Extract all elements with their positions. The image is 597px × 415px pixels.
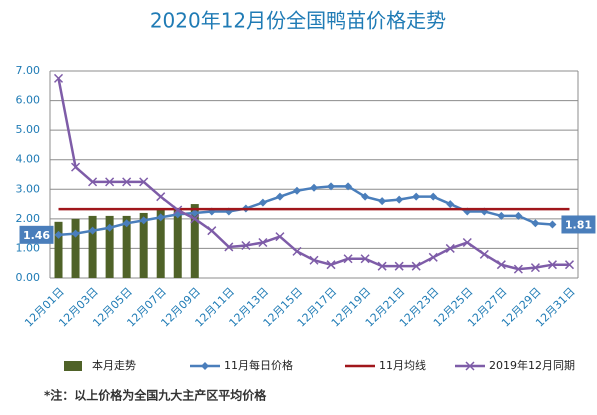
- marker: [530, 263, 540, 273]
- legend-swatch: [64, 361, 82, 371]
- marker: [326, 260, 336, 270]
- marker: [190, 214, 200, 224]
- marker: [88, 226, 97, 235]
- marker: [310, 183, 318, 192]
- marker: [309, 255, 319, 265]
- marker: [54, 230, 63, 239]
- marker: [361, 192, 370, 201]
- bar: [190, 204, 199, 278]
- marker: [53, 73, 64, 83]
- y-tick-label: 5.00: [16, 123, 41, 136]
- bar: [88, 215, 97, 278]
- y-tick-label: 4.00: [16, 153, 41, 166]
- marker: [207, 226, 217, 236]
- marker: [156, 192, 166, 202]
- bar: [173, 208, 182, 278]
- marker: [497, 211, 506, 220]
- marker: [462, 237, 472, 248]
- marker: [173, 205, 183, 215]
- marker: [479, 249, 489, 259]
- bar: [71, 218, 80, 278]
- marker: [514, 211, 523, 220]
- marker: [292, 246, 302, 256]
- marker: [88, 177, 98, 187]
- marker: [201, 362, 209, 370]
- marker: [513, 264, 523, 274]
- value-label-box: [561, 215, 596, 234]
- legend-label: 11月均线: [379, 358, 426, 372]
- chart-title: 2020年12月份全国鸭苗价格走势: [150, 9, 446, 33]
- marker: [496, 260, 506, 270]
- marker: [71, 229, 80, 238]
- y-tick-label: 2.00: [16, 212, 41, 225]
- legend-label: 11月每日价格: [224, 358, 293, 372]
- value-label: 1.81: [565, 218, 592, 231]
- y-tick-label: 3.00: [16, 182, 41, 195]
- legend-label: 2019年12月同期: [489, 358, 575, 372]
- bar: [105, 215, 114, 278]
- marker: [548, 220, 557, 229]
- marker: [241, 240, 251, 251]
- marker: [360, 254, 370, 264]
- legend-label: 本月走势: [92, 358, 136, 372]
- bar: [139, 212, 148, 278]
- marker: [139, 177, 149, 187]
- marker: [105, 177, 115, 187]
- marker: [292, 186, 301, 195]
- marker: [156, 213, 165, 222]
- bar: [54, 221, 63, 278]
- marker: [378, 197, 387, 206]
- marker: [564, 260, 575, 270]
- marker: [327, 182, 336, 191]
- marker: [258, 237, 268, 248]
- marker: [412, 192, 421, 201]
- marker: [275, 192, 284, 201]
- y-tick-label: 7.00: [16, 64, 41, 77]
- value-label: 1.46: [23, 229, 50, 242]
- y-tick-label: 6.00: [16, 94, 41, 107]
- footnote: *注：以上价格为全国九大主产区平均价格: [44, 388, 267, 403]
- marker: [139, 216, 148, 225]
- marker: [377, 261, 387, 271]
- marker: [105, 223, 114, 232]
- marker: [224, 242, 234, 252]
- marker: [531, 219, 540, 228]
- marker: [395, 195, 404, 204]
- bar: [156, 209, 165, 278]
- marker: [465, 361, 475, 371]
- marker: [429, 192, 438, 201]
- y-tick-label: 1.00: [16, 241, 41, 254]
- marker: [344, 182, 353, 191]
- marker: [190, 208, 199, 217]
- y-tick-label: 0.00: [16, 271, 41, 284]
- marker: [394, 261, 404, 271]
- marker: [122, 177, 132, 187]
- marker: [547, 260, 557, 270]
- marker: [258, 198, 267, 207]
- marker: [343, 254, 353, 264]
- value-label-box: [19, 225, 54, 244]
- bar: [122, 215, 131, 278]
- marker: [411, 261, 421, 271]
- marker: [428, 252, 438, 262]
- marker: [122, 219, 131, 228]
- marker: [446, 200, 455, 209]
- marker: [275, 232, 285, 242]
- marker: [71, 162, 81, 172]
- marker: [445, 243, 455, 253]
